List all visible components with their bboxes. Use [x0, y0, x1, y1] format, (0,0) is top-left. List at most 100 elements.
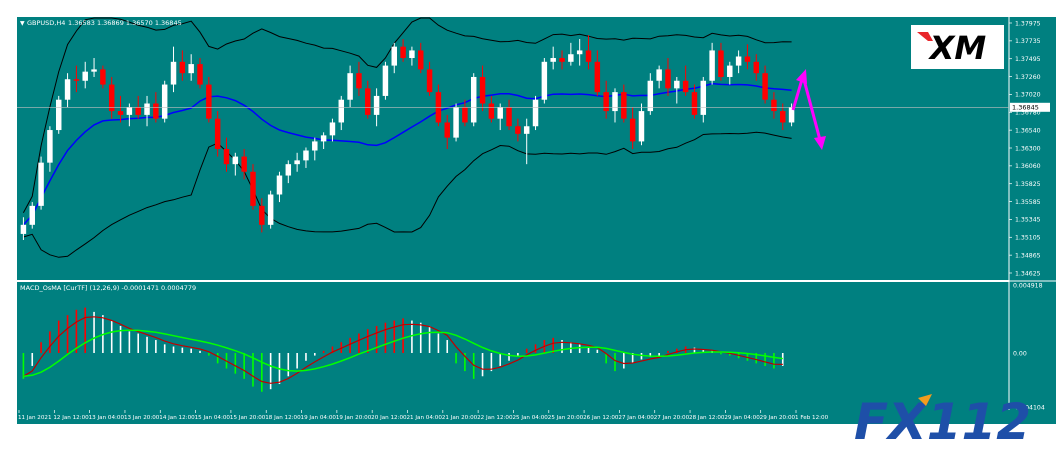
candle — [727, 61, 733, 85]
time-tick-label: 19 Jan 20:00 — [336, 415, 372, 421]
candle — [656, 65, 662, 89]
price-tick-label: 1.35585 — [1015, 199, 1041, 206]
candle-body — [479, 76, 486, 104]
candle-body — [285, 164, 292, 176]
candle-body — [64, 79, 71, 100]
macd-line — [23, 316, 783, 384]
moving-average — [22, 82, 792, 226]
current-price-tag — [1010, 102, 1050, 112]
candle-body — [621, 92, 627, 119]
xm-logo-accent — [917, 32, 933, 41]
time-tick-label: 26 Jan 12:00 — [583, 415, 619, 421]
candle — [682, 65, 689, 96]
candle — [674, 76, 680, 104]
candle-body — [38, 162, 44, 206]
time-tick-label: 25 Jan 04:00 — [512, 415, 548, 421]
macd-tick-label: 0.004918 — [1013, 282, 1043, 289]
macd-indicator — [22, 307, 784, 392]
candle-body — [585, 50, 592, 62]
time-tick-label: 29 Jan 04:00 — [724, 415, 760, 421]
candle-body — [188, 64, 194, 74]
candle — [197, 58, 203, 89]
candle-body — [338, 99, 345, 123]
chart-marker: ▼ — [20, 20, 25, 27]
candle — [259, 198, 265, 233]
candle — [144, 95, 150, 127]
time-tick-label: 19 Jan 04:00 — [301, 415, 337, 421]
candle-body — [223, 149, 230, 165]
chart-symbol: GBPUSD,H4 — [27, 19, 65, 27]
macd-panel — [17, 282, 1009, 410]
candle-body — [515, 126, 521, 134]
candle-body — [576, 50, 583, 55]
candle-body — [523, 126, 530, 134]
fx112-logo-flame — [918, 394, 932, 406]
candle — [638, 103, 645, 146]
candle-body — [161, 84, 168, 119]
candle-body — [656, 69, 662, 81]
candle — [418, 42, 424, 74]
candle — [691, 84, 698, 119]
candle-body — [400, 46, 406, 59]
candle — [780, 103, 786, 131]
candle — [365, 80, 371, 119]
signal-line — [23, 329, 783, 378]
candle — [665, 58, 671, 96]
price-tick-label: 1.34625 — [1015, 270, 1041, 277]
macd-header: MACD_OsMA [CurTF] (12,26,9) -0.0001471 0… — [20, 284, 196, 292]
candle — [64, 73, 71, 108]
candle-body — [55, 99, 62, 131]
candle — [108, 76, 115, 119]
candles — [20, 35, 795, 240]
candle — [647, 73, 654, 115]
candle — [426, 61, 433, 96]
arrow-down-head — [814, 136, 826, 150]
price-tick-label: 1.37975 — [1015, 20, 1041, 27]
current-price-label: 1.36845 — [1012, 103, 1039, 111]
price-tick-label: 1.37260 — [1015, 74, 1041, 81]
candle-body — [320, 135, 327, 142]
candle — [762, 65, 768, 104]
price-tick-label: 1.36780 — [1015, 110, 1041, 117]
candle-body — [382, 65, 389, 96]
candle — [100, 65, 106, 89]
candle — [409, 46, 415, 66]
candle — [20, 217, 27, 240]
time-tick-label: 27 Jan 04:00 — [618, 415, 654, 421]
candle-body — [73, 79, 80, 81]
candle-body — [603, 92, 609, 112]
candle-body — [550, 58, 556, 62]
time-tick-label: 13 Jan 04:00 — [89, 415, 125, 421]
candle-body — [488, 103, 495, 119]
candle — [29, 202, 35, 229]
candle-body — [665, 69, 671, 89]
arrow-down-shaft — [801, 75, 822, 141]
candle — [250, 164, 256, 210]
candle-body — [559, 58, 565, 62]
candle — [55, 95, 62, 134]
candle — [223, 137, 230, 172]
candle-body — [691, 92, 698, 115]
xm-logo-text: XM — [928, 29, 987, 67]
forecast-arrow — [791, 69, 826, 150]
candle-body — [444, 122, 450, 138]
candle — [585, 35, 592, 70]
candle-body — [612, 92, 618, 112]
candle-body — [153, 103, 159, 119]
candle-body — [541, 61, 548, 100]
candle-body — [100, 69, 106, 85]
candle — [771, 92, 777, 119]
candle-body — [700, 80, 707, 115]
candle-body — [276, 175, 283, 195]
candle-body — [329, 122, 336, 136]
candle — [117, 95, 124, 123]
time-tick-label: 15 Jan 04:00 — [195, 415, 231, 421]
candle — [276, 171, 283, 203]
candle-body — [20, 224, 27, 234]
candle-body — [771, 99, 777, 112]
candle — [285, 160, 292, 184]
macd-tick-label: -0.004104 — [1013, 404, 1045, 411]
candle — [462, 99, 468, 127]
ma-line — [22, 82, 792, 226]
time-tick-label: 28 Jan 12:00 — [689, 415, 725, 421]
